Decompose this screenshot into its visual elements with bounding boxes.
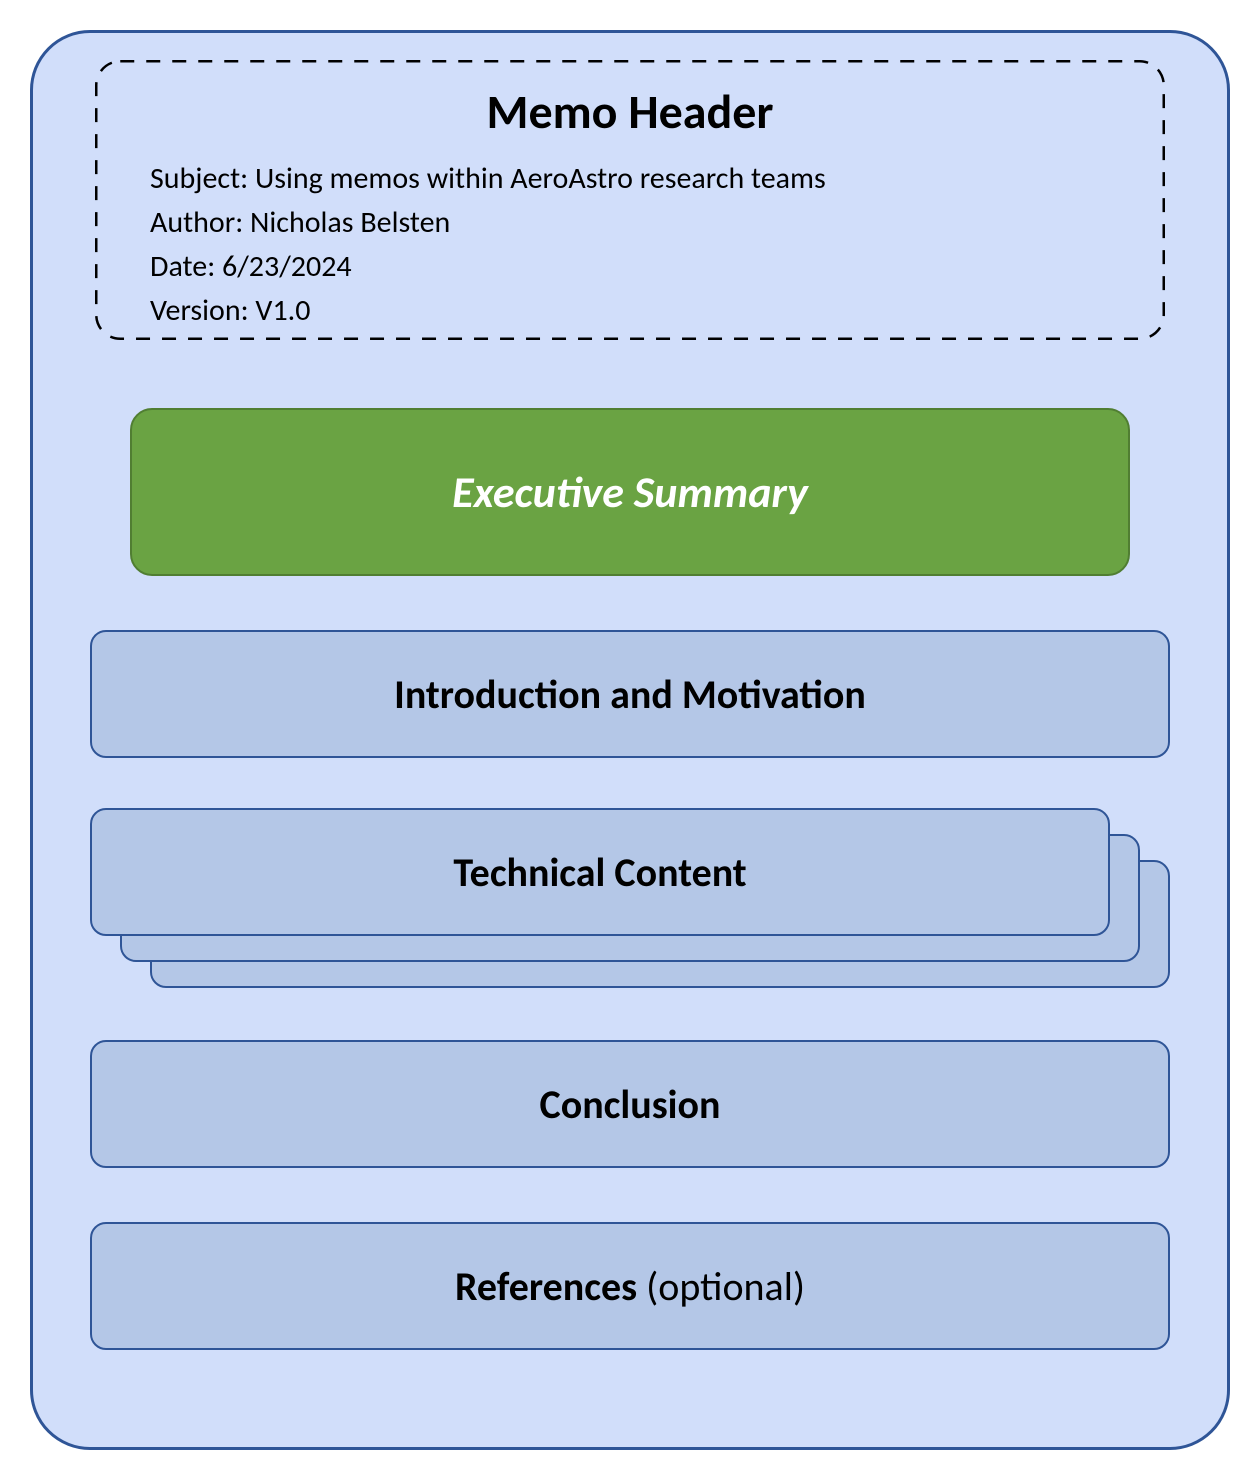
section-references: References (optional) bbox=[90, 1222, 1170, 1350]
memo-header-title: Memo Header bbox=[95, 82, 1165, 141]
memo-header-line-separator: : bbox=[240, 160, 255, 197]
memo-header-line-separator: : bbox=[235, 204, 250, 241]
section-technical-content-label: Technical Content bbox=[453, 848, 746, 897]
memo-header-line-label: Version bbox=[150, 292, 241, 329]
memo-header-line-value: Nicholas Belsten bbox=[250, 204, 450, 241]
memo-header-line-label: Date bbox=[150, 248, 207, 285]
memo-header-line-subject: Subject: Using memos within AeroAstro re… bbox=[150, 160, 826, 197]
memo-header-line-version: Version: V1.0 bbox=[150, 292, 310, 329]
memo-header-line-value: Using memos within AeroAstro research te… bbox=[255, 160, 826, 197]
memo-header-line-value: V1.0 bbox=[255, 292, 310, 329]
section-references-label: References (optional) bbox=[455, 1262, 805, 1311]
section-conclusion-label: Conclusion bbox=[540, 1080, 721, 1129]
memo-header-box: Memo Header Subject: Using memos within A… bbox=[95, 60, 1165, 340]
section-executive-summary: Executive Summary bbox=[130, 408, 1130, 576]
memo-header-line-separator: : bbox=[207, 248, 222, 285]
memo-header-line-date: Date: 6/23/2024 bbox=[150, 248, 352, 285]
section-technical-content-layer-2: Technical Content bbox=[90, 808, 1110, 936]
memo-header-line-label: Author bbox=[150, 204, 235, 241]
section-executive-summary-label: Executive Summary bbox=[452, 465, 808, 519]
section-intro: Introduction and Motivation bbox=[90, 630, 1170, 758]
memo-header-line-label: Subject bbox=[150, 160, 240, 197]
section-intro-label: Introduction and Motivation bbox=[394, 670, 866, 719]
memo-header-line-value: 6/23/2024 bbox=[222, 248, 352, 285]
memo-header-line-author: Author: Nicholas Belsten bbox=[150, 204, 450, 241]
section-conclusion: Conclusion bbox=[90, 1040, 1170, 1168]
memo-header-line-separator: : bbox=[241, 292, 256, 329]
